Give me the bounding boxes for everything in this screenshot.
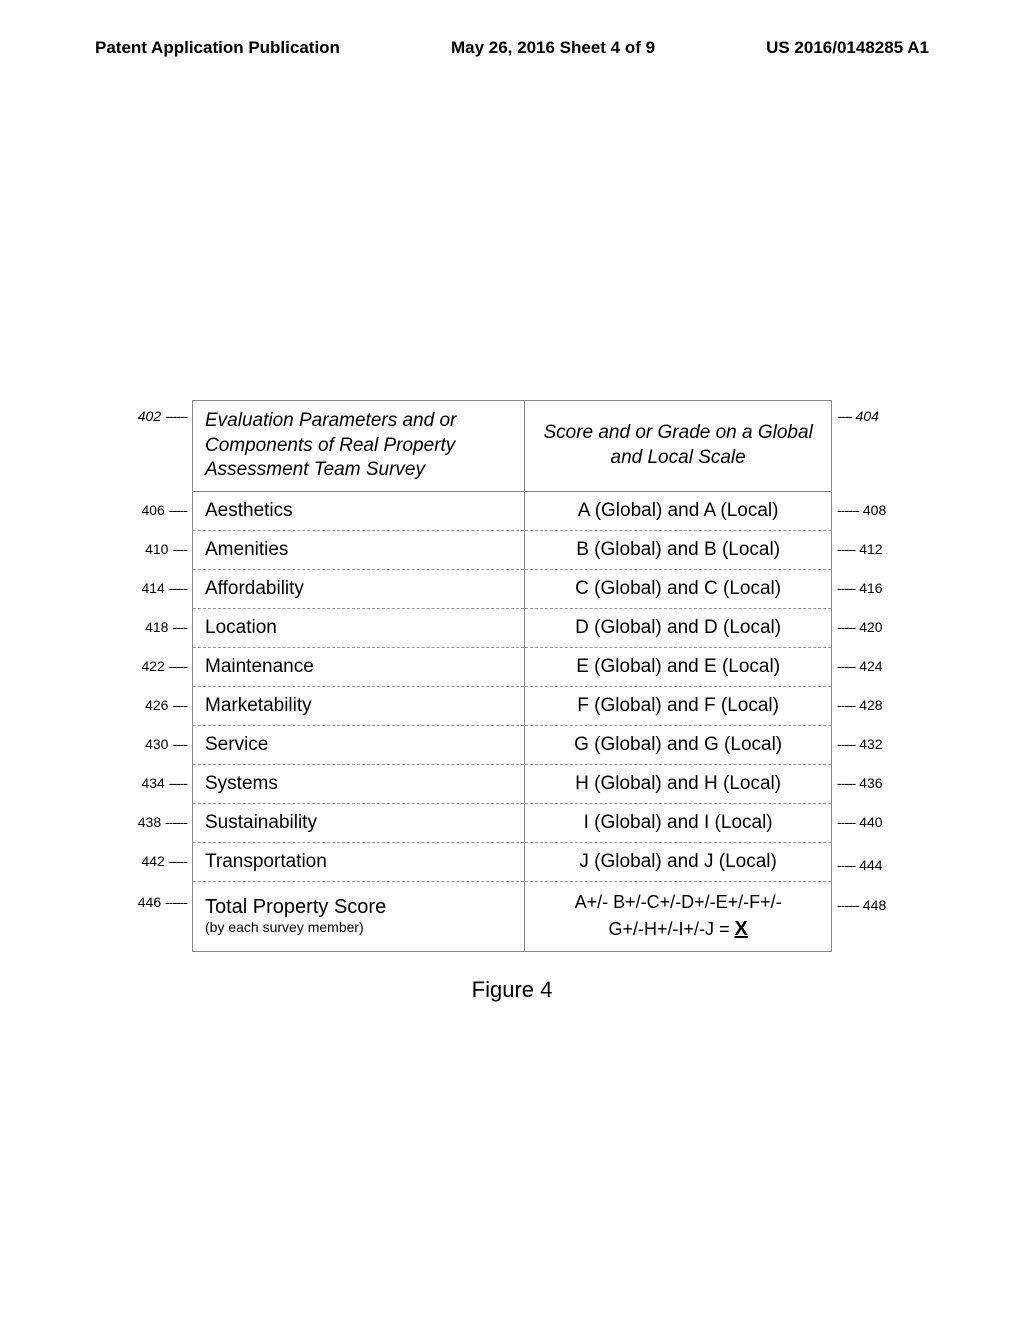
ref-number: 446 ------ [138,894,187,910]
ref-number: 402 ------ [138,407,187,425]
total-sublabel: (by each survey member) [205,919,512,935]
ref-number: 442 ----- [141,853,187,869]
param-label: Affordability [205,578,304,599]
param-label: Maintenance [205,656,314,677]
param-label: Location [205,617,277,638]
param-label: Amenities [205,539,288,560]
table-row: 430 ---- Service G (Global) and G (Local… [193,726,832,765]
ref-number: ---- 404 [837,407,879,425]
ref-number: ----- 412 [837,541,883,557]
ref-number: 410 ---- [145,541,187,557]
score-label: H (Global) and H (Local) [575,773,781,794]
header-right: US 2016/0148285 A1 [766,38,929,58]
evaluation-table: 402 ------ Evaluation Parameters and or … [192,400,832,952]
param-label: Marketability [205,695,312,716]
ref-number: 414 ----- [141,580,187,596]
ref-number: ----- 428 [837,697,883,713]
score-label: E (Global) and E (Local) [576,656,780,677]
score-label: B (Global) and B (Local) [576,539,780,560]
param-label: Sustainability [205,812,317,833]
score-label: A (Global) and A (Local) [578,500,779,521]
page-header: Patent Application Publication May 26, 2… [0,0,1024,58]
figure-caption: Figure 4 [0,977,1024,1003]
figure-container: 402 ------ Evaluation Parameters and or … [0,400,1024,1003]
ref-number: ----- 444 [837,857,883,873]
col1-header: Evaluation Parameters and or Components … [205,410,456,480]
ref-number: ----- 432 [837,736,883,752]
ref-number: 406 ----- [141,502,187,518]
table-row: 418 ---- Location D (Global) and D (Loca… [193,609,832,648]
total-label: Total Property Score [205,896,512,919]
ref-number: 430 ---- [145,736,187,752]
col2-header: Score and or Grade on a Global and Local… [543,422,812,468]
table-row: 438 ------ Sustainability I (Global) and… [193,804,832,843]
formula-line1: A+/- B+/-C+/-D+/-E+/-F+/- [537,890,819,915]
formula-line2: G+/-H+/-I+/-J = X [537,915,819,943]
table-header-row: 402 ------ Evaluation Parameters and or … [193,401,832,492]
score-label: C (Global) and C (Local) [575,578,781,599]
table-row: 442 ----- Transportation J (Global) and … [193,843,832,882]
table-row: 434 ----- Systems H (Global) and H (Loca… [193,765,832,804]
ref-number: 426 ---- [145,697,187,713]
ref-number: ----- 420 [837,619,883,635]
param-label: Service [205,734,268,755]
table-row: 410 ---- Amenities B (Global) and B (Loc… [193,531,832,570]
score-label: F (Global) and F (Local) [577,695,779,716]
ref-number: ----- 416 [837,580,883,596]
score-label: D (Global) and D (Local) [575,617,781,638]
score-label: J (Global) and J (Local) [579,851,776,872]
score-label: I (Global) and I (Local) [584,812,773,833]
table-row: 406 ----- Aesthetics A (Global) and A (L… [193,492,832,531]
ref-number: ----- 440 [837,814,883,830]
table-row: 426 ---- Marketability F (Global) and F … [193,687,832,726]
score-label: G (Global) and G (Local) [574,734,782,755]
formula-prefix: G+/-H+/-I+/-J = [608,919,734,939]
ref-number: ------ 448 [837,896,886,916]
ref-number: 438 ------ [138,814,187,830]
param-label: Transportation [205,851,327,872]
ref-number: ------ 408 [837,502,886,518]
table-row: 422 ----- Maintenance E (Global) and E (… [193,648,832,687]
table-row: 414 ----- Affordability C (Global) and C… [193,570,832,609]
ref-number: 422 ----- [141,658,187,674]
header-left: Patent Application Publication [95,38,340,58]
formula-result: X [734,918,747,940]
ref-number: 418 ---- [145,619,187,635]
header-center: May 26, 2016 Sheet 4 of 9 [451,38,655,58]
param-label: Aesthetics [205,500,293,521]
ref-number: 434 ----- [141,775,187,791]
ref-number: ----- 424 [837,658,883,674]
ref-number: ----- 436 [837,775,883,791]
table-wrapper: 402 ------ Evaluation Parameters and or … [192,400,832,952]
param-label: Systems [205,773,278,794]
table-total-row: 446 ------ Total Property Score (by each… [193,882,832,952]
